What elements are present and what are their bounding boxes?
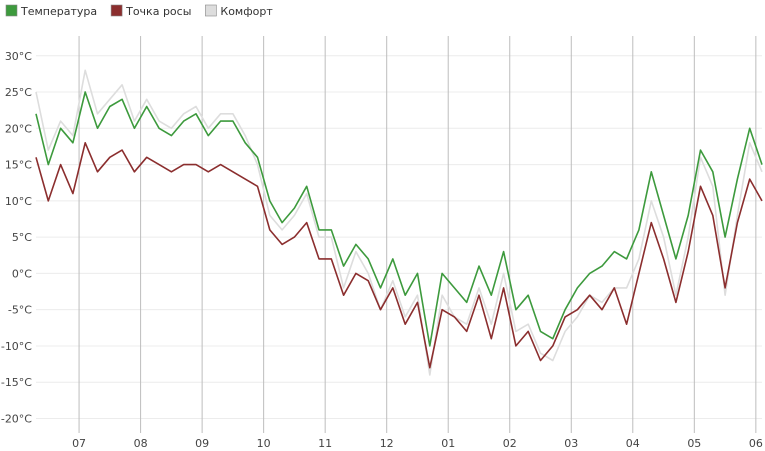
series-line-Точка росы [35, 142, 763, 369]
y-tick-label: -5°C [8, 304, 32, 317]
x-tick-label: 03 [564, 437, 578, 450]
y-tick-label: 25°C [5, 86, 32, 99]
x-tick-label: 06 [749, 437, 763, 450]
x-tick-label: 04 [626, 437, 640, 450]
series-line-Комфорт [35, 69, 763, 376]
x-axis: 07 08 09 10 11 12 01 02 03 04 05 06 [72, 437, 763, 450]
y-tick-label: 5°C [12, 231, 32, 244]
legend-label[interactable]: Точка росы [125, 5, 191, 18]
y-tick-label: -20°C [1, 412, 32, 425]
x-tick-label: 01 [441, 437, 455, 450]
x-tick-label: 08 [134, 437, 148, 450]
x-tick-label: 10 [257, 437, 271, 450]
y-axis: 30°C 25°C 20°C 15°C 10°C 5°C 0°C -5°C -10°C -15°C… [1, 50, 32, 426]
legend-swatch[interactable] [205, 4, 217, 17]
y-tick-label: 10°C [5, 195, 32, 208]
y-tick-label: 15°C [5, 159, 32, 172]
legend: Температура Точка росы Комфорт [5, 4, 273, 18]
legend-swatch[interactable] [5, 4, 18, 17]
y-tick-label: 20°C [5, 122, 32, 135]
grid [36, 36, 762, 433]
series-lines [35, 69, 763, 376]
x-tick-label: 11 [318, 437, 332, 450]
y-tick-label: 0°C [12, 267, 32, 280]
y-tick-label: -10°C [1, 340, 32, 353]
y-tick-label: 30°C [5, 50, 32, 63]
y-tick-label: -15°C [1, 376, 32, 389]
series-line-Температура [35, 91, 763, 347]
legend-label[interactable]: Температура [20, 5, 97, 18]
legend-label[interactable]: Комфорт [220, 5, 273, 18]
legend-swatch[interactable] [110, 4, 123, 17]
x-tick-label: 09 [195, 437, 209, 450]
x-tick-label: 02 [503, 437, 517, 450]
x-tick-label: 07 [72, 437, 86, 450]
x-tick-label: 12 [380, 437, 394, 450]
x-tick-label: 05 [687, 437, 701, 450]
